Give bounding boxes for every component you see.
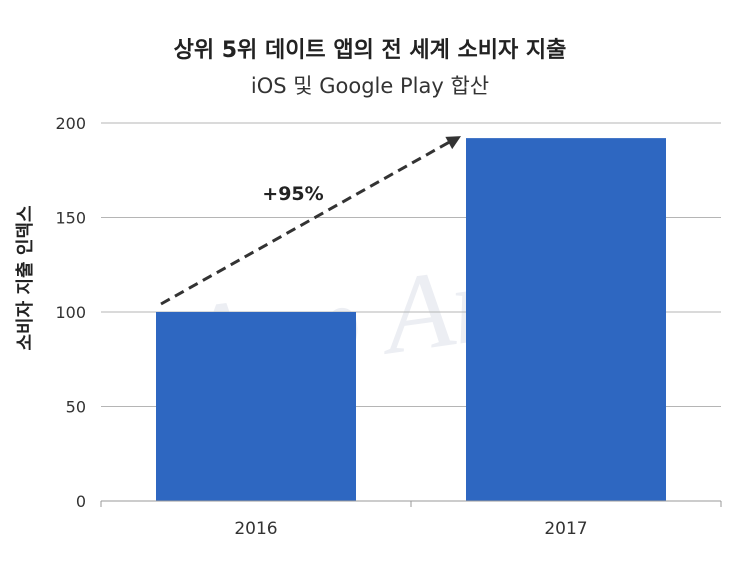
x-tick-label: 2017	[544, 519, 587, 539]
x-tick-label: 2016	[234, 519, 277, 539]
y-tick-label: 200	[55, 114, 86, 133]
growth-annotation: +95%	[160, 136, 461, 306]
y-tick-label: 100	[55, 303, 86, 322]
bar-2017	[466, 138, 666, 501]
growth-arrow-line	[160, 139, 452, 306]
y-tick-label: 150	[55, 209, 86, 228]
y-axis-ticks: 0 50 100 150 200	[55, 114, 86, 511]
growth-arrow-head	[445, 136, 461, 150]
bar-2016	[156, 312, 356, 501]
chart-subtitle: iOS 및 Google Play 합산	[250, 74, 490, 98]
bars	[156, 138, 666, 501]
y-tick-label: 0	[76, 492, 86, 511]
x-axis: 2016 2017	[100, 500, 722, 539]
chart-title: 상위 5위 데이트 앱의 전 세계 소비자 지출	[173, 38, 567, 63]
growth-label: +95%	[262, 183, 323, 205]
y-tick-label: 50	[66, 398, 86, 417]
